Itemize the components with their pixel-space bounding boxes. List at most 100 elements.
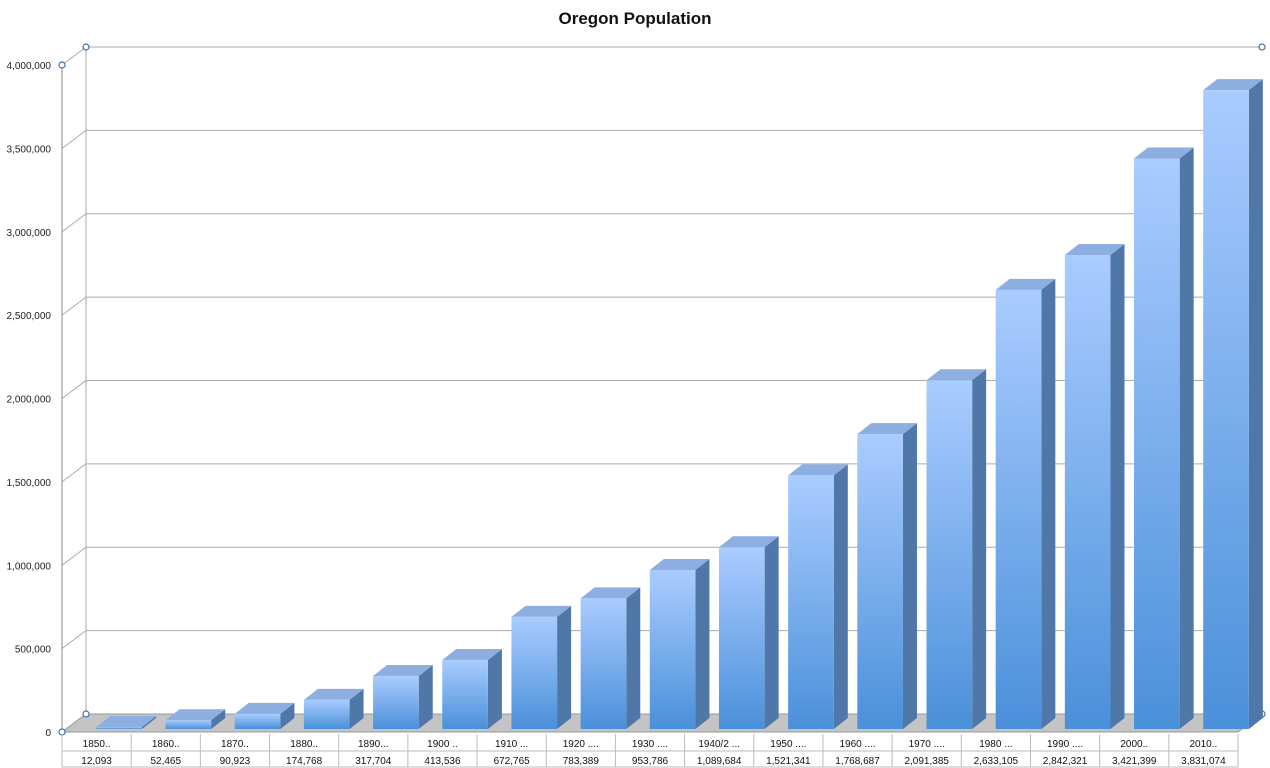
x-category-label: 1960 .... bbox=[839, 739, 875, 750]
x-category-label: 1860.. bbox=[152, 739, 180, 750]
x-category-label: 1920 .... bbox=[563, 739, 599, 750]
bar-top bbox=[234, 702, 295, 714]
data-table: 1850.. 12,093 1860.. 52,465 1870.. 90,923 1880… bbox=[61, 734, 1239, 768]
bar-side bbox=[418, 665, 433, 729]
x-category-label: 1930 .... bbox=[632, 739, 668, 750]
bar bbox=[511, 616, 558, 729]
bar-layer bbox=[96, 79, 1263, 730]
y-tick-label: 4,000,000 bbox=[7, 61, 52, 72]
value-label: 2,633,105 bbox=[974, 756, 1019, 767]
bar-top bbox=[373, 665, 433, 677]
bar-side bbox=[1041, 278, 1056, 729]
bar bbox=[165, 720, 212, 729]
bar-side bbox=[1248, 79, 1263, 730]
y-tick-label: 2,000,000 bbox=[7, 395, 52, 406]
gridline-side bbox=[61, 46, 87, 66]
bar bbox=[96, 726, 143, 729]
value-label: 90,923 bbox=[220, 756, 251, 767]
bar-top bbox=[1203, 79, 1263, 91]
bar-side bbox=[764, 536, 779, 729]
x-category-label: 1870.. bbox=[221, 739, 249, 750]
y-tick-label: 1,500,000 bbox=[7, 478, 52, 489]
bar-side bbox=[626, 587, 641, 729]
bar bbox=[718, 547, 765, 729]
bar bbox=[1134, 158, 1180, 730]
bar-side bbox=[349, 688, 364, 729]
bar-top bbox=[857, 423, 917, 435]
gridline-side bbox=[61, 129, 87, 149]
bar-side bbox=[972, 369, 987, 729]
y-tick-label: 3,500,000 bbox=[7, 144, 52, 155]
bar-top bbox=[303, 688, 364, 700]
value-label: 317,704 bbox=[355, 756, 392, 767]
value-label: 2,091,385 bbox=[904, 756, 949, 767]
x-category-label: 1970 .... bbox=[909, 739, 945, 750]
value-label: 3,421,399 bbox=[1112, 756, 1157, 767]
bar-side bbox=[557, 605, 572, 729]
bar bbox=[995, 289, 1042, 729]
value-label: 672,765 bbox=[494, 756, 531, 767]
selection-handle bbox=[58, 61, 66, 69]
value-label: 12,093 bbox=[81, 756, 112, 767]
x-category-label: 1910 ... bbox=[495, 739, 528, 750]
bar bbox=[926, 380, 973, 729]
bar bbox=[649, 569, 696, 729]
bar-side bbox=[1179, 147, 1194, 730]
bar bbox=[1064, 255, 1111, 729]
bar-top bbox=[926, 369, 987, 381]
bar-top bbox=[718, 536, 779, 548]
x-category-label: 1900 .. bbox=[427, 739, 458, 750]
selection-handle bbox=[1258, 43, 1266, 51]
value-label: 1,089,684 bbox=[697, 756, 742, 767]
x-category-label: 1940/2 ... bbox=[698, 739, 740, 750]
bar bbox=[442, 660, 488, 729]
selection-handle bbox=[82, 710, 90, 718]
gridline-side bbox=[61, 463, 87, 483]
value-label: 2,842,321 bbox=[1043, 756, 1088, 767]
value-label: 953,786 bbox=[632, 756, 669, 767]
bar-side bbox=[280, 702, 295, 729]
value-label: 52,465 bbox=[150, 756, 181, 767]
bar-top bbox=[165, 709, 226, 721]
value-label: 174,768 bbox=[286, 756, 323, 767]
y-tick-label: 0 bbox=[45, 728, 51, 739]
value-label: 413,536 bbox=[424, 756, 461, 767]
bar-side bbox=[695, 558, 710, 729]
x-category-label: 2010.. bbox=[1190, 739, 1218, 750]
x-category-label: 1880.. bbox=[290, 739, 318, 750]
bar-side bbox=[902, 423, 917, 729]
gridline-side bbox=[61, 213, 87, 233]
value-label: 1,768,687 bbox=[835, 756, 880, 767]
bar-side bbox=[211, 709, 226, 729]
x-category-label: 1850.. bbox=[83, 739, 111, 750]
value-label: 3,831,074 bbox=[1181, 756, 1226, 767]
bar-top bbox=[1064, 244, 1125, 256]
bar-top bbox=[788, 464, 848, 476]
y-tick-label: 500,000 bbox=[15, 645, 52, 656]
gridline-side bbox=[61, 296, 87, 316]
bar-side bbox=[1110, 244, 1125, 729]
value-label: 783,389 bbox=[563, 756, 600, 767]
bar-top bbox=[1134, 147, 1194, 159]
x-category-label: 1950 .... bbox=[770, 739, 806, 750]
bar bbox=[234, 713, 281, 729]
bar-top bbox=[442, 649, 502, 661]
bar-top bbox=[580, 587, 641, 599]
bar-side bbox=[487, 649, 502, 729]
y-tick-label: 3,000,000 bbox=[7, 228, 52, 239]
bar bbox=[580, 598, 627, 729]
bar bbox=[373, 676, 419, 729]
selection-handle bbox=[82, 43, 90, 51]
x-category-label: 2000.. bbox=[1120, 739, 1148, 750]
value-label: 1,521,341 bbox=[766, 756, 811, 767]
gridline-side bbox=[61, 546, 87, 566]
bar-side bbox=[142, 715, 157, 729]
bar bbox=[1203, 90, 1249, 730]
bar-side bbox=[833, 464, 848, 729]
y-tick-label: 1,000,000 bbox=[7, 561, 52, 572]
bar-top bbox=[995, 278, 1056, 290]
bar-top bbox=[511, 605, 572, 617]
bar bbox=[303, 699, 350, 729]
x-category-label: 1890... bbox=[358, 739, 389, 750]
